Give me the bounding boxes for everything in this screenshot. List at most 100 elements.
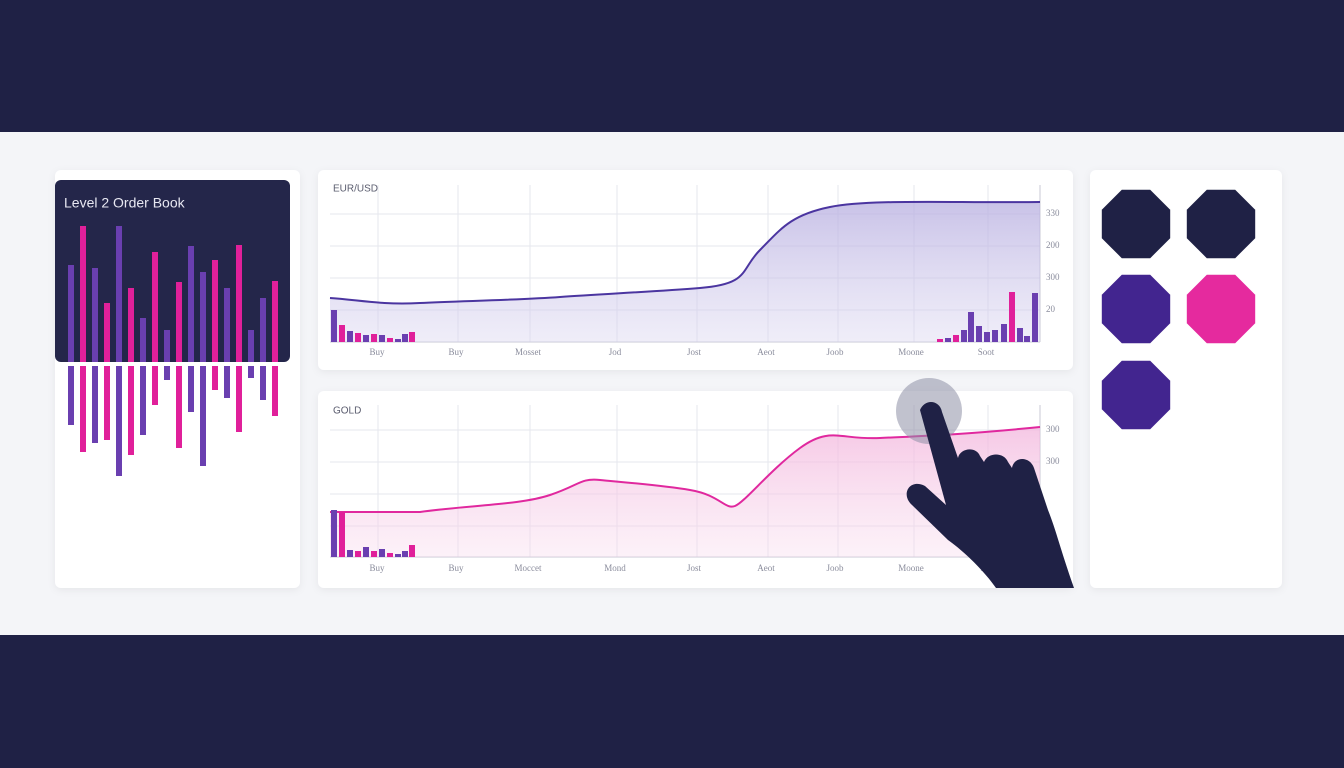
swatch-panel: [1090, 170, 1282, 588]
volume-bar: [402, 334, 408, 342]
line: [330, 426, 1041, 513]
x-label: Moone: [898, 563, 924, 573]
volume-bar: [331, 510, 337, 557]
y-label: 200: [1046, 240, 1060, 250]
ask-bar: [116, 366, 122, 476]
ask-bar: [128, 366, 134, 455]
ask-bar: [188, 366, 194, 412]
y-label: 20: [1046, 304, 1056, 314]
bid-bar: [212, 260, 218, 362]
x-label: Buy: [369, 563, 385, 573]
volume-bar: [961, 330, 967, 342]
volume-bar: [395, 339, 401, 342]
bid-bar: [92, 268, 98, 362]
bid-bar: [68, 265, 74, 362]
volume-bar: [387, 338, 393, 342]
ask-bar: [176, 366, 182, 448]
ask-bar: [80, 366, 86, 452]
volume-bar: [371, 551, 377, 557]
ask-bar: [164, 366, 170, 380]
volume-bar: [402, 551, 408, 557]
x-label: Moccet: [515, 563, 542, 573]
x-label: Aeot: [757, 347, 775, 357]
ask-bar: [248, 366, 254, 378]
volume-bar: [363, 335, 369, 342]
ask-bar: [236, 366, 242, 432]
x-label: Joob: [826, 347, 844, 357]
ask-bar: [140, 366, 146, 435]
volume-bar: [395, 554, 401, 557]
ask-bar: [68, 366, 74, 425]
color-swatch: [1186, 189, 1256, 259]
ask-bar: [104, 366, 110, 440]
volume-bar: [937, 339, 943, 342]
color-swatch: [1101, 360, 1171, 430]
ask-bar: [212, 366, 218, 390]
x-label: Buy: [369, 347, 385, 357]
chart-title: GOLD: [333, 406, 361, 417]
color-swatch: [1101, 189, 1171, 259]
top-band: [0, 0, 1344, 132]
x-label: Mond: [604, 563, 626, 573]
bid-bar: [116, 226, 122, 362]
y-label: 300: [1046, 456, 1060, 466]
area: [330, 427, 1040, 557]
bid-bar: [164, 330, 170, 362]
x-label: Aeot: [757, 563, 775, 573]
bid-bar: [200, 272, 206, 362]
ask-bar: [260, 366, 266, 400]
volume-bars: [331, 292, 1038, 557]
ask-bar: [92, 366, 98, 443]
x-label: Buy: [448, 563, 464, 573]
bid-bar: [188, 246, 194, 362]
x-label: Jost: [687, 347, 702, 357]
bid-bar: [236, 245, 242, 362]
bid-bar: [272, 281, 278, 362]
order-book-header: [55, 180, 290, 362]
volume-bar: [409, 545, 415, 557]
volume-bar: [347, 331, 353, 342]
line: [329, 200, 1041, 305]
bid-bar: [80, 226, 86, 362]
chart-title: EUR/USD: [333, 184, 378, 195]
volume-bar: [1001, 324, 1007, 342]
volume-bar: [339, 512, 345, 557]
ask-bar: [200, 366, 206, 466]
area: [330, 201, 1040, 342]
bid-bar: [224, 288, 230, 362]
order-book-title: Level 2 Order Book: [64, 195, 186, 211]
ask-bar: [152, 366, 158, 405]
ask-bar: [272, 366, 278, 416]
volume-bar: [409, 332, 415, 342]
x-label: Mosset: [515, 347, 542, 357]
bid-bar: [248, 330, 254, 362]
bid-bar: [176, 282, 182, 362]
bid-bar: [140, 318, 146, 362]
order-book-bars: [68, 226, 278, 476]
volume-bar: [1017, 328, 1023, 342]
volume-bar: [1032, 293, 1038, 342]
color-swatch: [1101, 274, 1171, 344]
bid-bar: [104, 303, 110, 362]
volume-bar: [387, 553, 393, 557]
x-label: Moone: [898, 347, 924, 357]
volume-bar: [976, 326, 982, 342]
x-label: Joob: [826, 563, 844, 573]
volume-bar: [992, 330, 998, 342]
volume-bar: [1009, 292, 1015, 342]
x-label: Buy: [448, 347, 464, 357]
volume-bar: [968, 312, 974, 342]
y-label: 300: [1046, 272, 1060, 282]
x-label: Jost: [687, 563, 702, 573]
volume-bar: [379, 335, 385, 342]
color-swatch: [1186, 274, 1256, 344]
ask-bar: [224, 366, 230, 398]
volume-bar: [379, 549, 385, 557]
bid-bar: [128, 288, 134, 362]
volume-bar: [371, 334, 377, 342]
volume-bar: [355, 333, 361, 342]
y-label: 300: [1046, 424, 1060, 434]
volume-bar: [1024, 336, 1030, 342]
